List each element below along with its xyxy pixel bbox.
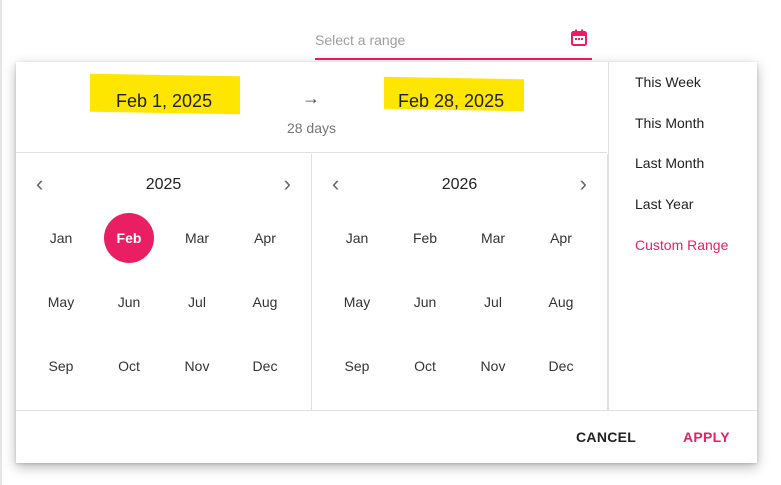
month-feb[interactable]: Feb — [412, 230, 438, 246]
preset-last-month[interactable]: Last Month — [635, 155, 705, 172]
year-label: 2026 — [441, 176, 478, 193]
month-may[interactable]: May — [47, 294, 75, 310]
month-nov[interactable]: Nov — [480, 358, 506, 374]
calendar-2025: ‹ 2025 › Jan Feb Mar Apr May Jun Jul Aug Sep Oct No… — [16, 154, 312, 410]
calendar-icon[interactable] — [570, 29, 588, 52]
arrow-right-icon: → — [302, 88, 320, 108]
date-range-popup: Feb 1, 2025 → Feb 28, 2025 28 days ‹ 202… — [16, 62, 757, 463]
month-oct[interactable]: Oct — [118, 358, 140, 374]
year-label: 2025 — [145, 176, 182, 193]
cancel-button[interactable]: CANCEL — [576, 429, 637, 445]
month-jun[interactable]: Jun — [413, 294, 437, 310]
month-jul[interactable]: Jul — [484, 294, 502, 310]
month-dec[interactable]: Dec — [252, 358, 278, 374]
duration-label: 28 days — [286, 120, 337, 136]
chevron-right-icon[interactable]: › — [579, 171, 587, 196]
chevron-left-icon[interactable]: ‹ — [36, 171, 44, 196]
month-feb[interactable]: Feb — [104, 213, 154, 263]
month-jan[interactable]: Jan — [345, 230, 369, 246]
chevron-left-icon[interactable]: ‹ — [332, 171, 340, 196]
calendar-2026: ‹ 2026 › Jan Feb Mar Apr May Jun Jul Aug Sep Oct No… — [312, 154, 608, 410]
preset-this-month[interactable]: This Month — [635, 114, 705, 131]
page-border — [0, 0, 2, 485]
range-summary: Feb 1, 2025 → Feb 28, 2025 28 days — [16, 62, 607, 153]
range-placeholder: Select a range — [315, 32, 406, 48]
month-jun[interactable]: Jun — [117, 294, 141, 310]
month-jul[interactable]: Jul — [188, 294, 206, 310]
month-apr[interactable]: Apr — [550, 230, 572, 246]
month-apr[interactable]: Apr — [254, 230, 276, 246]
month-aug[interactable]: Aug — [252, 294, 278, 310]
month-may[interactable]: May — [343, 294, 371, 310]
end-date: Feb 28, 2025 — [398, 91, 505, 111]
preset-list: This Week This Month Last Month Last Year Cu… — [608, 62, 757, 410]
start-date: Feb 1, 2025 — [116, 91, 213, 111]
month-mar[interactable]: Mar — [480, 230, 506, 246]
preset-this-week[interactable]: This Week — [635, 74, 701, 90]
month-mar[interactable]: Mar — [184, 230, 210, 246]
month-aug[interactable]: Aug — [548, 294, 574, 310]
preset-last-year[interactable]: Last Year — [635, 196, 694, 213]
month-dec[interactable]: Dec — [548, 358, 574, 374]
footer: CANCEL APPLY — [16, 410, 757, 463]
month-nov[interactable]: Nov — [184, 358, 210, 374]
month-sep[interactable]: Sep — [48, 358, 74, 374]
month-oct[interactable]: Oct — [414, 358, 436, 374]
preset-custom-range[interactable]: Custom Range — [635, 236, 729, 253]
date-range-input[interactable]: Select a range — [315, 26, 592, 60]
month-jan[interactable]: Jan — [49, 230, 73, 246]
chevron-right-icon[interactable]: › — [283, 171, 291, 196]
apply-button[interactable]: APPLY — [683, 429, 730, 445]
month-sep[interactable]: Sep — [344, 358, 370, 374]
